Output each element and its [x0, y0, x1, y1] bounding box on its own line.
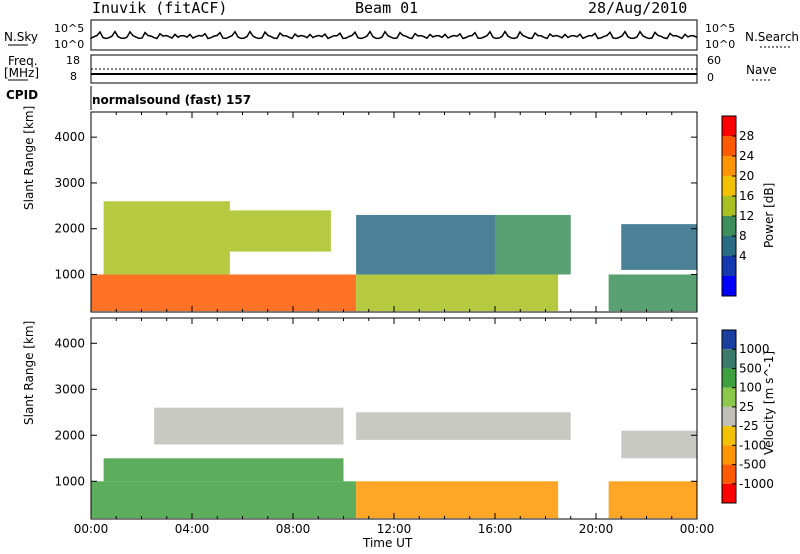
velocity-colorbar-segment — [722, 406, 736, 427]
nsky-label: N.Sky — [4, 30, 39, 44]
station-title: Inuvik (fitACF) — [92, 0, 228, 17]
power-colorbar-segment — [722, 156, 736, 176]
date-title: 28/Aug/2010 — [588, 0, 688, 17]
velocity-colorbar-tick-label: 25 — [739, 400, 754, 414]
freq-tick-bottom: 8 — [70, 70, 77, 83]
velocity-colorbar-segment — [722, 464, 736, 484]
power-colorbar-segment — [722, 256, 736, 276]
time-tick-label: 20:00 — [579, 522, 614, 536]
power-band — [621, 224, 697, 270]
cpid-label: CPID — [6, 88, 39, 102]
time-axis-label: Time UT — [363, 536, 413, 550]
power-band — [356, 274, 559, 312]
time-tick-label: 00:00 — [680, 522, 715, 536]
beam-title: Beam 01 — [355, 0, 419, 17]
velocity-colorbar-tick-label: -25 — [739, 419, 759, 433]
velocity-band — [608, 481, 697, 519]
velocity-colorbar-tick-label: -1000 — [739, 477, 774, 491]
power-ytick-label: 1000 — [54, 267, 85, 281]
freq-strip-frame — [90, 54, 698, 84]
velocity-colorbar-segment — [722, 349, 736, 369]
power-colorbar-segment — [722, 136, 736, 156]
velocity-colorbar-frame — [721, 329, 737, 504]
velocity-ytick-label: 3000 — [54, 382, 85, 396]
velocity-band — [356, 481, 559, 519]
velocity-band — [356, 412, 571, 440]
nsearch-tick-top: 10^5 — [705, 22, 736, 35]
power-ytick-label: 4000 — [54, 130, 85, 144]
power-colorbar-frame — [721, 115, 737, 297]
power-colorbar-segment — [722, 196, 736, 216]
power-band — [495, 214, 571, 275]
power-band — [91, 274, 357, 312]
nave-tick-top: 60 — [707, 54, 721, 67]
velocity-ytick-label: 1000 — [54, 474, 85, 488]
velocity-ytick-label: 2000 — [54, 428, 85, 442]
nsky-strip-frame — [90, 19, 698, 51]
nsky-tick-bottom: 10^0 — [54, 38, 85, 51]
nave-label: Nave — [746, 63, 777, 77]
nsky-trace — [90, 30, 698, 40]
power-band — [356, 214, 495, 275]
power-panel — [90, 111, 737, 313]
nsky-tick-top: 10^5 — [54, 22, 85, 35]
velocity-colorbar-tick-label: -100 — [739, 438, 766, 452]
freq-label: Freq. — [8, 54, 38, 68]
velocity-colorbar-segment — [722, 445, 736, 465]
nsearch-tick-bottom: 10^0 — [705, 38, 736, 51]
velocity-colorbar-segment — [722, 483, 736, 503]
power-colorbar-segment — [722, 276, 736, 296]
power-colorbar-segment — [722, 236, 736, 256]
power-colorbar-segment — [722, 176, 736, 196]
velocity-panel — [90, 317, 737, 520]
velocity-band — [621, 430, 697, 459]
freq-tick-top: 18 — [66, 54, 80, 67]
velocity-colorbar-segment — [722, 330, 736, 350]
velocity-ytick-label: 4000 — [54, 336, 85, 350]
nave-tick-bottom: 0 — [707, 71, 714, 84]
velocity-colorbar-segment — [722, 426, 736, 446]
power-colorbar-tick-label: 16 — [739, 189, 754, 203]
power-colorbar-tick-label: 12 — [739, 209, 754, 223]
velocity-colorbar-segment — [722, 368, 736, 388]
power-colorbar-tick-label: 28 — [739, 129, 754, 143]
power-colorbar-segment — [722, 216, 736, 236]
velocity-colorbar-segment — [722, 387, 736, 407]
time-tick-label: 00:00 — [74, 522, 109, 536]
velocity-band — [103, 458, 344, 482]
time-tick-label: 16:00 — [478, 522, 513, 536]
cpid-text: normalsound (fast) 157 — [92, 93, 252, 107]
power-colorbar-segment — [722, 116, 736, 136]
nsearch-label: N.Search — [745, 30, 800, 44]
time-tick-label: 04:00 — [175, 522, 210, 536]
freq-unit: [MHz] — [4, 66, 40, 80]
power-band — [229, 210, 331, 252]
time-tick-label: 12:00 — [377, 522, 412, 536]
power-band — [103, 201, 230, 275]
velocity-colorbar-tick-label: 500 — [739, 361, 762, 375]
time-tick-label: 08:00 — [276, 522, 311, 536]
power-colorbar-tick-label: 4 — [739, 249, 747, 263]
velocity-colorbar-tick-label: 1000 — [739, 342, 770, 356]
power-ytick-label: 3000 — [54, 176, 85, 190]
power-colorbar-tick-label: 20 — [739, 169, 754, 183]
velocity-colorbar-tick-label: 100 — [739, 381, 762, 395]
velocity-band — [91, 481, 357, 519]
power-colorbar-tick-label: 24 — [739, 149, 754, 163]
power-band — [608, 274, 697, 312]
power-ytick-label: 2000 — [54, 222, 85, 236]
velocity-colorbar-tick-label: -500 — [739, 458, 766, 472]
velocity-band — [154, 407, 344, 445]
power-colorbar-tick-label: 8 — [739, 229, 747, 243]
